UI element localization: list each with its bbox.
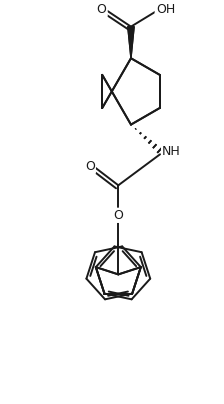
Text: O: O xyxy=(85,160,95,173)
Text: OH: OH xyxy=(156,3,175,16)
Polygon shape xyxy=(128,27,134,58)
Text: O: O xyxy=(97,3,106,16)
Text: OH: OH xyxy=(156,3,175,16)
Text: O: O xyxy=(97,3,106,16)
Text: O: O xyxy=(85,160,95,173)
Text: NH: NH xyxy=(162,145,181,158)
Polygon shape xyxy=(128,27,134,58)
Text: O: O xyxy=(113,209,123,222)
Text: O: O xyxy=(113,209,123,222)
Text: NH: NH xyxy=(162,145,181,158)
